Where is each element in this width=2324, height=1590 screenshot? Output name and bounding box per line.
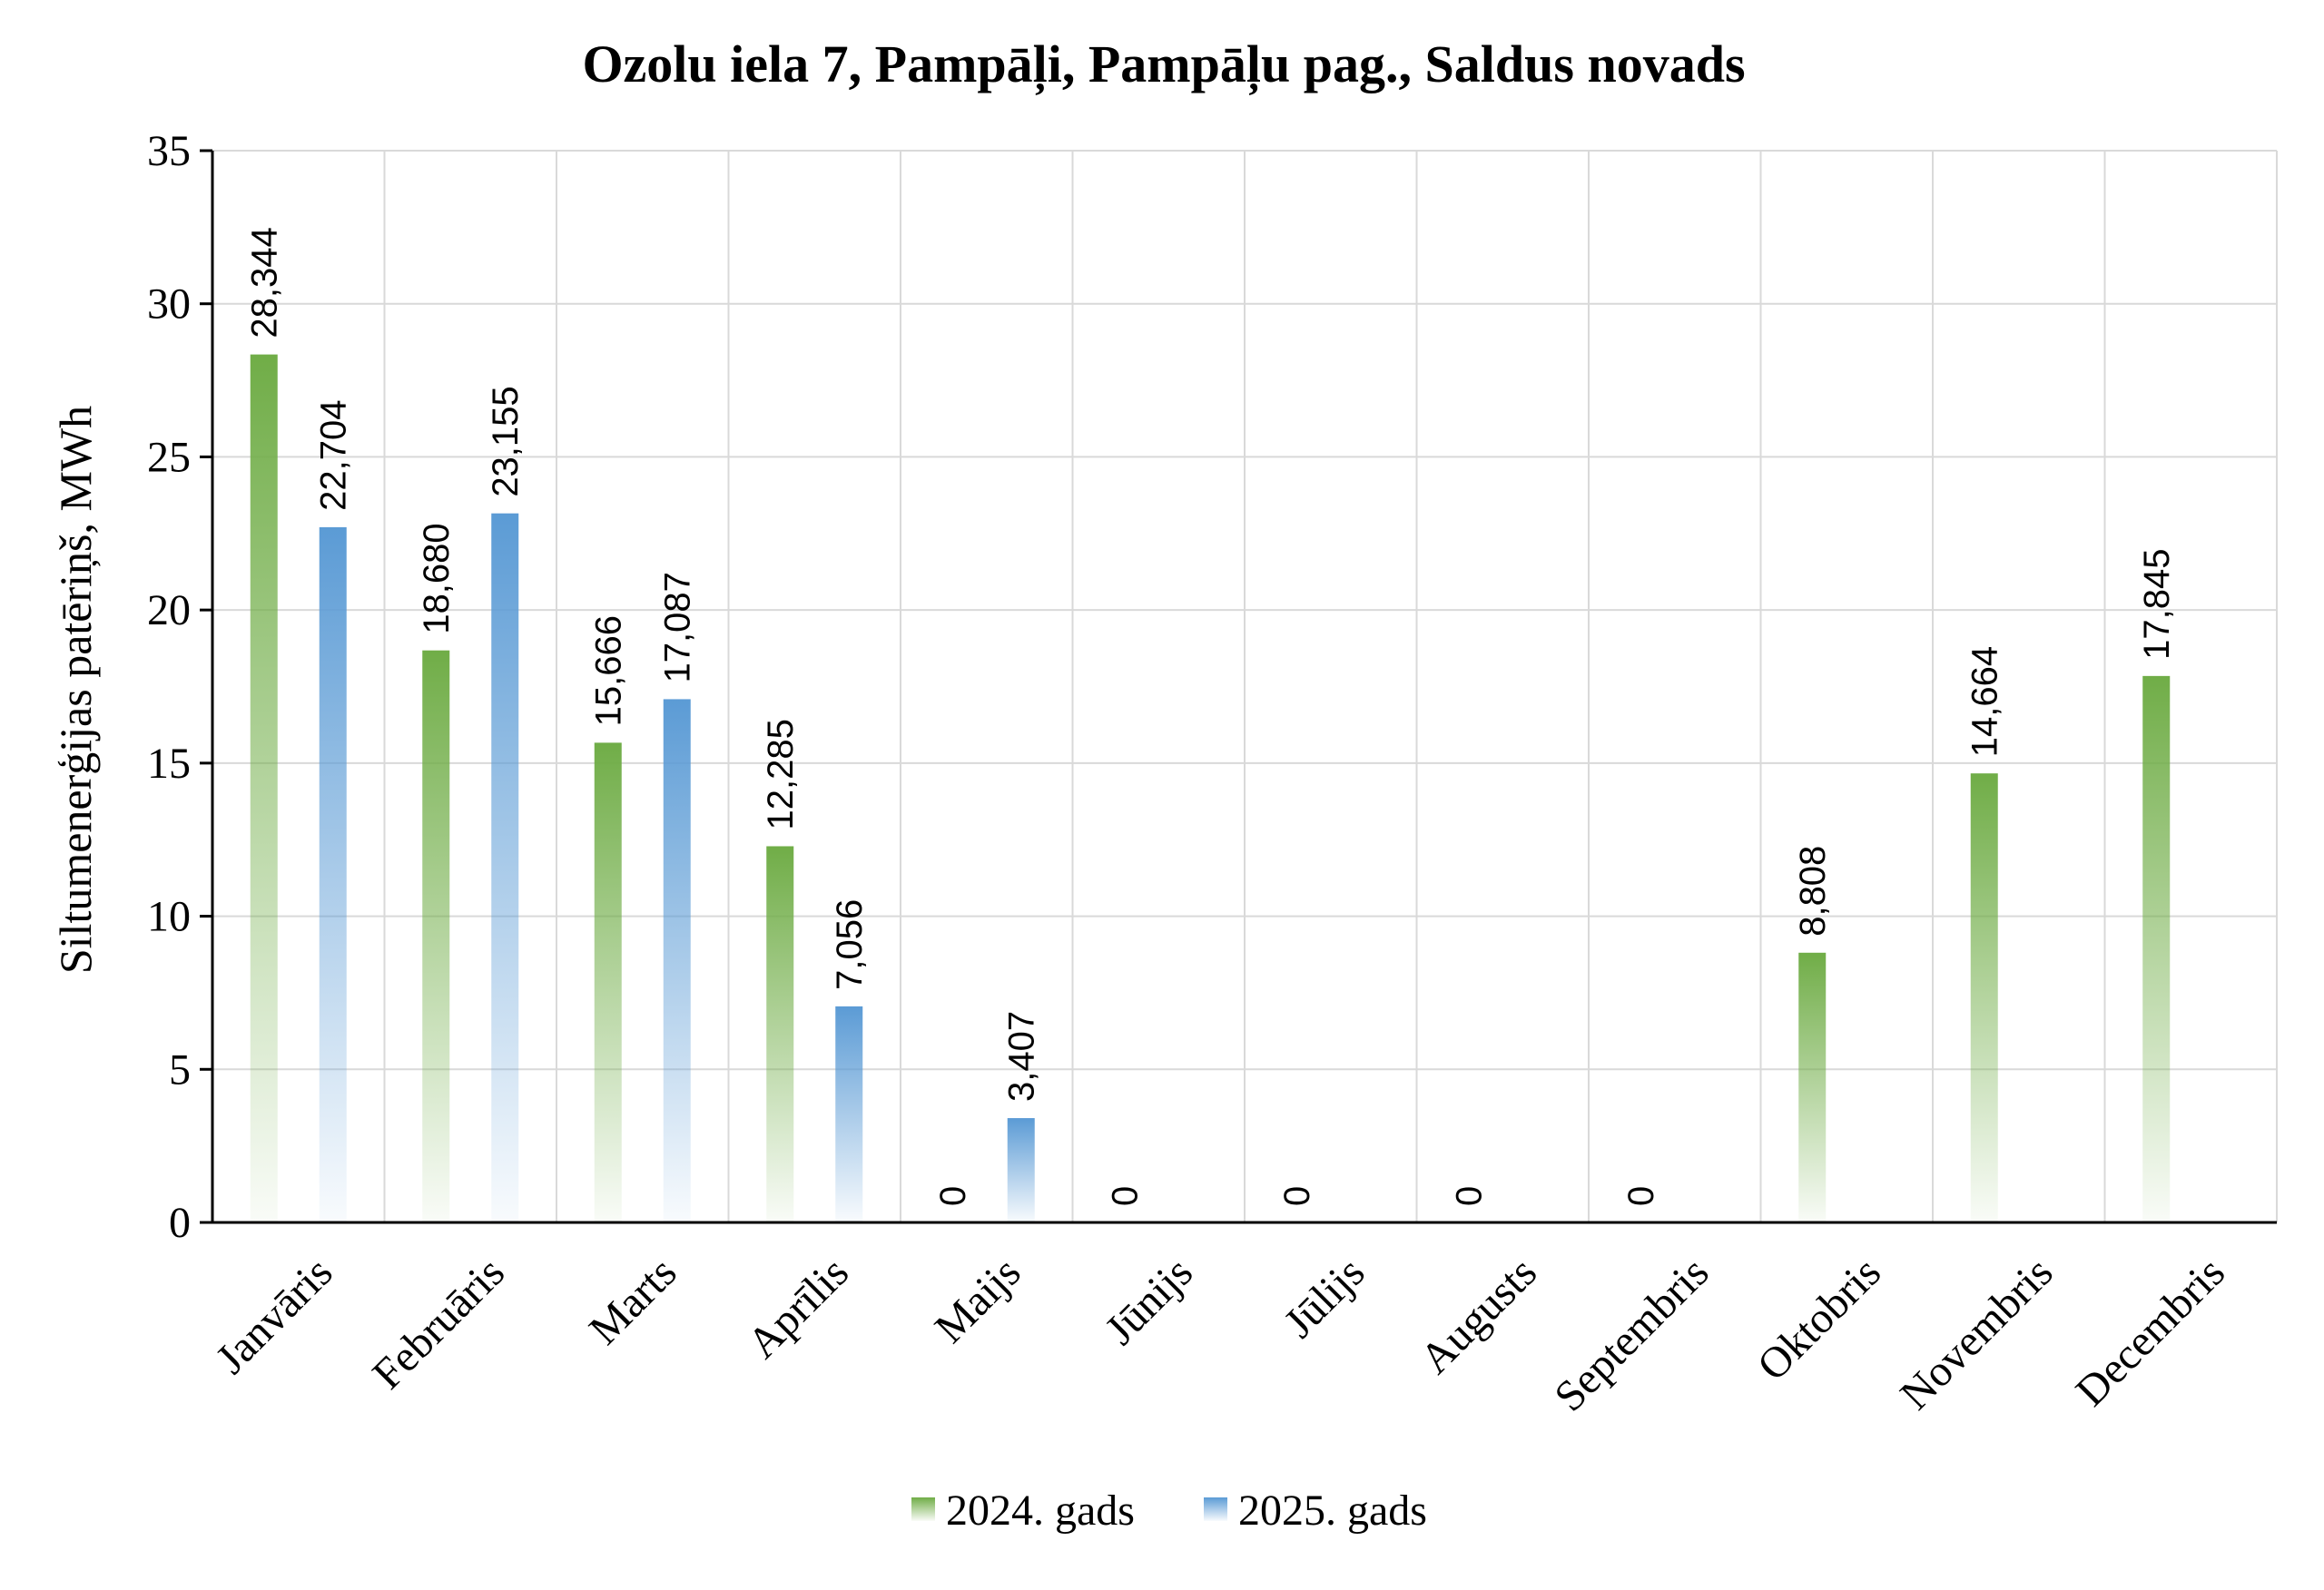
bar-2024-9 xyxy=(1798,952,1827,1222)
chart-title: Ozolu iela 7, Pampāļi, Pampāļu pag., Sal… xyxy=(582,34,1745,95)
bar-2024-2 xyxy=(594,742,622,1222)
data-label: 0 xyxy=(1105,1186,1145,1206)
x-tick-label: Jūnijs xyxy=(1096,1248,1202,1354)
data-label: 0 xyxy=(933,1186,973,1206)
data-label: 12,285 xyxy=(761,719,801,829)
data-label: 23,155 xyxy=(486,386,526,496)
legend-swatch-2024 xyxy=(911,1497,935,1521)
gridlines xyxy=(212,150,2278,1222)
bar-2024-0 xyxy=(250,354,278,1222)
legend-label-2025: 2025. gads xyxy=(1238,1487,1427,1535)
data-label: 17,845 xyxy=(2137,549,2177,660)
x-tick-label: Marts xyxy=(580,1248,686,1354)
data-label: 15,666 xyxy=(589,615,629,726)
data-labels: 28,344 22,704 18,680 23,155 15,666 17,087 12,2… xyxy=(245,227,2178,1206)
y-tick-label: 25 xyxy=(147,433,191,481)
data-label: 0 xyxy=(1449,1186,1489,1206)
bars xyxy=(250,354,2171,1222)
bar-2024-11 xyxy=(2142,675,2171,1222)
bar-2025-2 xyxy=(663,699,691,1222)
bar-2024-10 xyxy=(1970,773,1998,1222)
x-tick-label: Oktobris xyxy=(1748,1248,1890,1389)
bar-2024-1 xyxy=(422,650,450,1222)
data-label: 14,664 xyxy=(1965,646,2005,757)
data-label: 0 xyxy=(1621,1186,1661,1206)
y-tick-label: 30 xyxy=(147,280,191,329)
data-label: 18,680 xyxy=(417,523,457,633)
data-label: 8,808 xyxy=(1793,846,1833,937)
x-tick-label: Augusts xyxy=(1411,1248,1546,1383)
data-label: 3,407 xyxy=(1002,1011,1042,1102)
data-label: 17,087 xyxy=(658,572,698,682)
legend: 2024. gads 2025. gads xyxy=(911,1487,1427,1535)
y-tick-label: 35 xyxy=(147,127,191,175)
bar-2025-1 xyxy=(491,513,519,1222)
data-label: 0 xyxy=(1277,1186,1317,1206)
x-tick-label: Decembris xyxy=(2067,1248,2234,1415)
bar-2025-4 xyxy=(1007,1118,1035,1222)
legend-label-2024: 2024. gads xyxy=(946,1487,1135,1535)
x-tick-label: Jūlijs xyxy=(1275,1248,1374,1347)
bar-2025-3 xyxy=(835,1006,863,1222)
y-tick-label: 15 xyxy=(147,740,191,788)
y-tick-label: 0 xyxy=(169,1199,191,1247)
x-tick-label: Februāris xyxy=(363,1248,514,1399)
x-tick-label: Novembris xyxy=(1891,1248,2062,1418)
data-label: 22,704 xyxy=(314,400,354,511)
y-tick-label: 10 xyxy=(147,893,191,941)
x-tick-label: Maijs xyxy=(926,1248,1030,1352)
y-axis-label: Siltumenerģijas patēriņš, MWh xyxy=(50,406,101,974)
x-tick-label: Septembris xyxy=(1545,1248,1718,1420)
data-label: 28,344 xyxy=(245,227,285,338)
legend-swatch-2025 xyxy=(1204,1497,1227,1521)
y-tick-label: 5 xyxy=(169,1045,191,1094)
data-label: 7,056 xyxy=(830,899,870,990)
axes: 0 5 10 15 20 25 30 35 Janvāris Februāris Marts Aprī… xyxy=(147,127,2277,1421)
x-tick-label: Janvāris xyxy=(207,1248,342,1383)
x-tick-label: Aprīlis xyxy=(738,1248,858,1368)
bar-2025-0 xyxy=(319,526,347,1222)
bar-2024-3 xyxy=(766,846,794,1222)
y-tick-label: 20 xyxy=(147,586,191,634)
